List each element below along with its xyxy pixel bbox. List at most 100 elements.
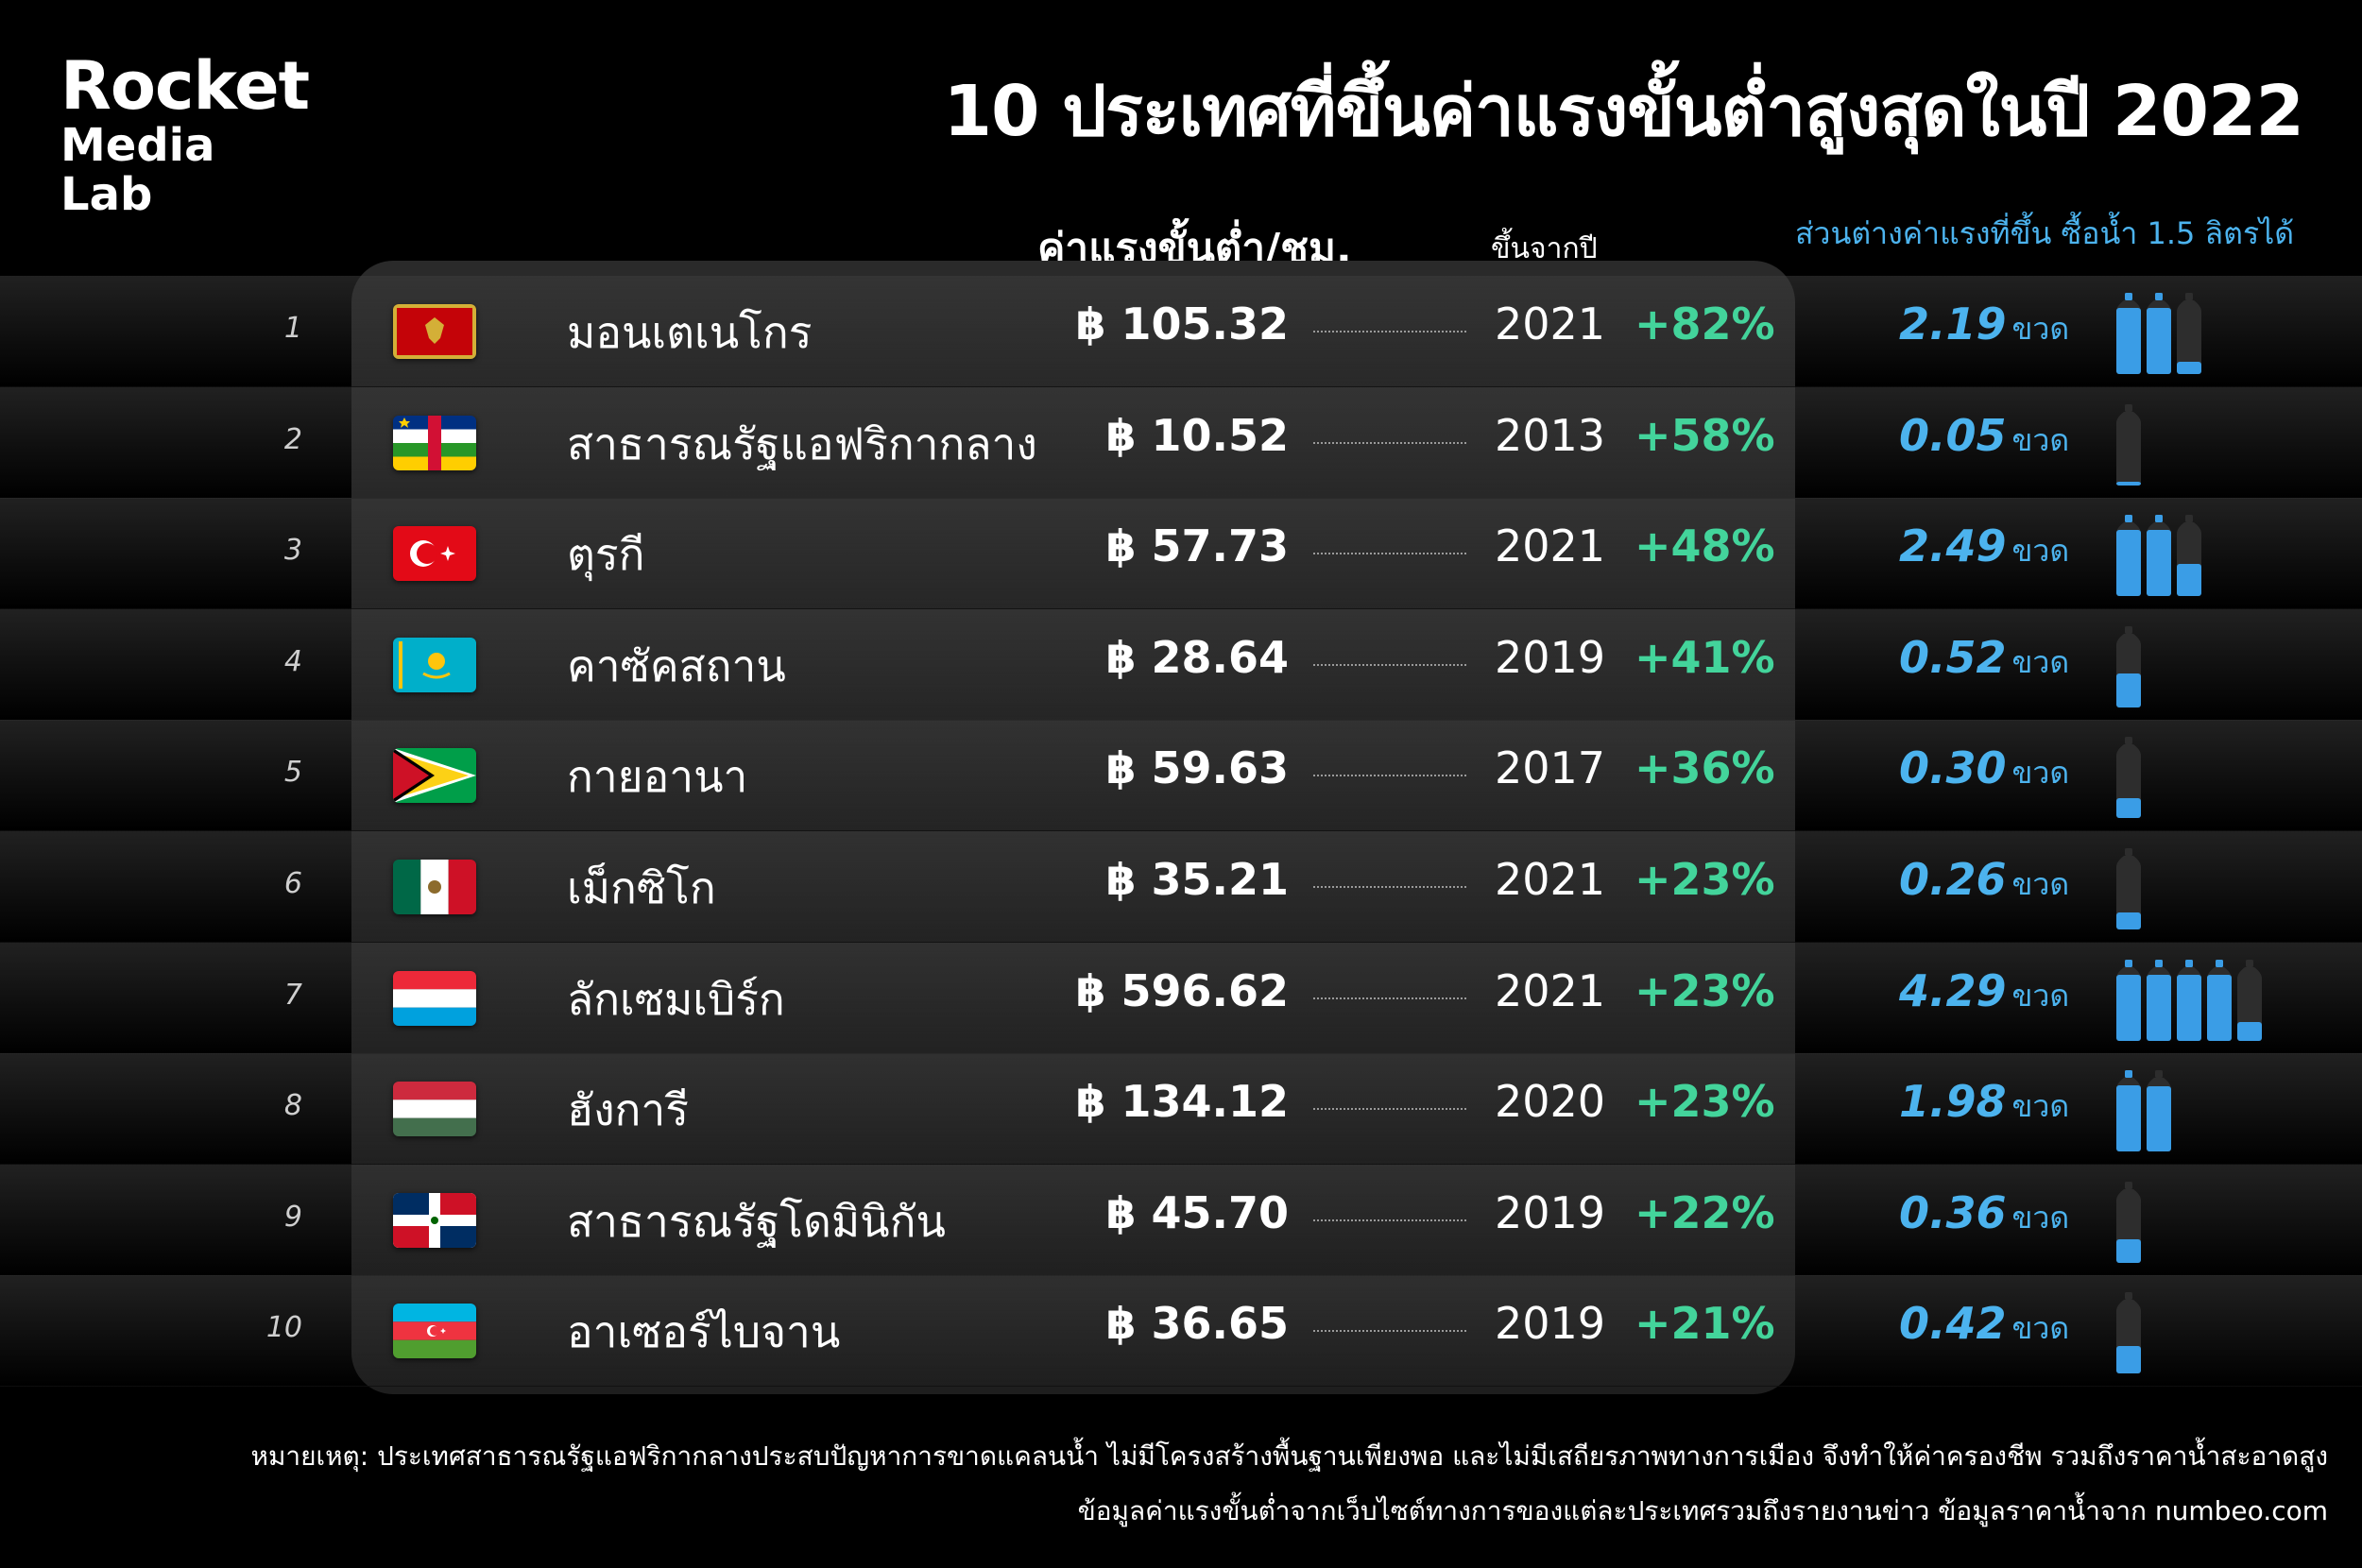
bottle-icons — [2116, 1181, 2141, 1263]
water-bottle-icon — [2116, 293, 2141, 374]
minimum-wage: ฿ 45.70 — [1105, 1186, 1289, 1238]
increase-percent: +23% — [1635, 854, 1775, 905]
bottle-count-value: 0.30 — [1899, 742, 2007, 794]
increase-percent: +21% — [1635, 1298, 1775, 1350]
table-row: 9 สาธารณรัฐโดมินิกัน ฿ 45.70 2019 +22% 0.36 ขว… — [0, 1164, 2362, 1276]
table-row: 7 ลักเซมเบิร์ก ฿ 596.62 2021 +23% 4.29 ขวด — [0, 942, 2362, 1054]
bottle-count: 0.26 ขวด — [1899, 854, 2069, 909]
water-bottle-icon — [2116, 403, 2141, 486]
table-row: 5 กายอานา ฿ 59.63 2017 +36% 0.30 ขวด — [0, 720, 2362, 832]
water-bottle-icon — [2177, 959, 2201, 1041]
minimum-wage: ฿ 105.32 — [1075, 298, 1289, 349]
mexico-flag — [393, 860, 476, 914]
base-year: 2019 — [1495, 1298, 1606, 1350]
minimum-wage: ฿ 28.64 — [1105, 631, 1289, 683]
increase-percent: +23% — [1635, 964, 1775, 1016]
base-year: 2013 — [1495, 409, 1606, 461]
minimum-wage: ฿ 57.73 — [1105, 520, 1289, 572]
bottle-unit: ขวด — [2011, 1310, 2070, 1347]
rank-number: 2 — [283, 422, 302, 456]
water-bottle-icon — [2147, 515, 2171, 597]
source-note: ข้อมูลค่าแรงขั้นต่ำจากเว็บไซต์ทางการของแ… — [1077, 1495, 2328, 1526]
water-bottle-icon — [2116, 1292, 2141, 1374]
bottle-count-value: 0.52 — [1899, 631, 2007, 683]
increase-percent: +48% — [1635, 520, 1775, 572]
logo-line-3: Lab — [60, 168, 153, 221]
header-year: ขึ้นจากปี — [1491, 232, 1598, 265]
logo: Rocket Media Lab — [60, 47, 310, 221]
water-bottle-icon — [2116, 625, 2141, 707]
base-year: 2021 — [1495, 964, 1606, 1016]
minimum-wage: ฿ 10.52 — [1105, 409, 1289, 461]
bottle-count-value: 0.42 — [1899, 1298, 2007, 1350]
rank-number: 5 — [283, 756, 302, 790]
country-name: ฮังการี — [567, 1084, 689, 1136]
bottle-icons — [2116, 848, 2141, 929]
bottle-unit: ขวด — [2011, 311, 2070, 347]
dotted-leader — [1313, 1219, 1466, 1221]
bottle-count: 2.49 ขวด — [1899, 520, 2069, 575]
base-year: 2017 — [1495, 742, 1606, 794]
base-year: 2021 — [1495, 520, 1606, 572]
minimum-wage: ฿ 596.62 — [1075, 964, 1289, 1016]
water-bottle-icon — [2237, 959, 2262, 1041]
bottle-icons — [2116, 737, 2141, 819]
base-year: 2019 — [1495, 1186, 1606, 1238]
dotted-leader — [1313, 663, 1466, 666]
water-bottle-icon — [2116, 1181, 2141, 1263]
bottle-icons — [2116, 403, 2141, 486]
bottle-unit: ขวด — [2011, 1088, 2070, 1125]
water-bottle-icon — [2147, 959, 2171, 1041]
bottle-count-value: 0.26 — [1899, 854, 2007, 905]
rank-number: 8 — [283, 1089, 302, 1123]
dominican-republic-flag — [393, 1192, 476, 1248]
increase-percent: +41% — [1635, 631, 1775, 683]
page-title: 10 ประเทศที่ขึ้นค่าแรงขั้นต่ำสูงสุดในปี … — [943, 71, 2304, 152]
country-name: มอนเตเนโกร — [567, 307, 813, 358]
minimum-wage: ฿ 59.63 — [1105, 742, 1289, 794]
bottle-count: 0.30 ขวด — [1899, 742, 2069, 797]
hungary-flag — [393, 1082, 476, 1137]
increase-percent: +22% — [1635, 1186, 1775, 1238]
bottle-icons — [2116, 515, 2201, 597]
minimum-wage: ฿ 36.65 — [1105, 1298, 1289, 1350]
rank-number: 4 — [283, 644, 302, 678]
rank-number: 1 — [283, 312, 302, 345]
logo-line-1: Rocket — [60, 47, 310, 125]
rank-number: 3 — [283, 534, 302, 568]
rank-number: 6 — [283, 867, 302, 900]
bottle-count-value: 2.19 — [1899, 298, 2007, 349]
water-bottle-icon — [2147, 293, 2171, 374]
logo-line-2: Media — [60, 119, 215, 172]
bottle-unit: ขวด — [2011, 643, 2070, 680]
water-bottle-icon — [2116, 959, 2141, 1041]
water-bottle-icon — [2116, 1070, 2141, 1152]
base-year: 2021 — [1495, 298, 1606, 349]
dotted-leader — [1313, 997, 1466, 999]
country-name: ตุรกี — [567, 529, 645, 581]
base-year: 2021 — [1495, 854, 1606, 905]
bottle-unit: ขวด — [2011, 866, 2070, 902]
minimum-wage: ฿ 35.21 — [1105, 854, 1289, 905]
base-year: 2019 — [1495, 631, 1606, 683]
table-row: 4 คาซัคสถาน ฿ 28.64 2019 +41% 0.52 ขวด — [0, 608, 2362, 721]
table-row: 3 ตุรกี ฿ 57.73 2021 +48% 2.49 ขวด — [0, 498, 2362, 610]
increase-percent: +82% — [1635, 298, 1775, 349]
luxembourg-flag — [393, 970, 476, 1026]
country-name: อาเซอร์ไบจาน — [567, 1306, 841, 1358]
bottle-icons — [2116, 625, 2141, 707]
bottle-count: 0.05 ขวด — [1899, 410, 2069, 465]
country-name: ลักเซมเบิร์ก — [567, 973, 785, 1025]
table-row: 1 มอนเตเนโกร ฿ 105.32 2021 +82% 2.19 ขวด — [0, 276, 2362, 387]
dotted-leader — [1313, 1330, 1466, 1333]
water-bottle-icon — [2177, 515, 2201, 597]
dotted-leader — [1313, 553, 1466, 555]
table-row: 10 อาเซอร์ไบจาน ฿ 36.65 2019 +21% 0.42 ขวด — [0, 1275, 2362, 1388]
table-row: 2 สาธารณรัฐแอฟริกากลาง ฿ 10.52 2013 +58% 0.05… — [0, 386, 2362, 499]
bottle-count-value: 0.36 — [1899, 1186, 2007, 1238]
table-row: 6 เม็กซิโก ฿ 35.21 2021 +23% 0.26 ขวด — [0, 831, 2362, 943]
bottle-count: 2.19 ขวด — [1899, 298, 2069, 353]
table-row: 8 ฮังการี ฿ 134.12 2020 +23% 1.98 ขวด — [0, 1053, 2362, 1166]
bottle-count: 1.98 ขวด — [1899, 1076, 2069, 1131]
country-name: สาธารณรัฐแอฟริกากลาง — [567, 418, 1037, 469]
